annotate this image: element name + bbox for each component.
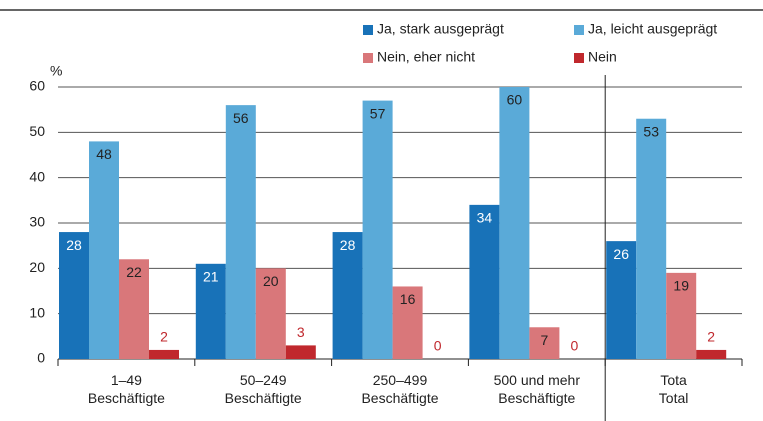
value-label: 60 bbox=[507, 92, 523, 108]
value-label: 48 bbox=[96, 146, 112, 162]
value-label: 34 bbox=[477, 210, 493, 226]
legend-label: Ja, leicht ausgeprägt bbox=[588, 21, 717, 37]
x-tick-label: 50–249 Beschäftigte bbox=[225, 372, 302, 406]
x-tick-label: Tota Total bbox=[659, 372, 689, 406]
value-label: 22 bbox=[126, 264, 142, 280]
y-tick-label: 0 bbox=[37, 350, 45, 366]
y-tick-label: 30 bbox=[29, 214, 45, 230]
y-tick-label: 60 bbox=[29, 78, 45, 94]
bar bbox=[636, 118, 667, 359]
value-label: 2 bbox=[160, 329, 168, 345]
bar bbox=[696, 349, 727, 359]
value-label: 19 bbox=[673, 278, 689, 294]
value-label: 3 bbox=[297, 324, 305, 340]
value-label: 0 bbox=[434, 338, 442, 354]
value-label: 28 bbox=[66, 237, 82, 253]
bar bbox=[469, 204, 500, 359]
x-tick-label: 500 und mehr Beschäftigte bbox=[494, 372, 581, 406]
bar bbox=[119, 259, 149, 359]
bar bbox=[149, 349, 179, 359]
bar bbox=[392, 286, 423, 359]
value-label: 16 bbox=[400, 291, 416, 307]
bar bbox=[499, 87, 530, 359]
y-tick-label: 50 bbox=[29, 123, 45, 139]
x-tick-label: 1–49 Beschäftigte bbox=[88, 372, 165, 406]
bar bbox=[255, 268, 286, 359]
value-label: 57 bbox=[370, 105, 386, 121]
x-tick-label: 250–499 Beschäftigte bbox=[361, 372, 438, 406]
y-axis-label: % bbox=[50, 63, 62, 79]
y-tick-label: 20 bbox=[29, 259, 45, 275]
bar bbox=[332, 232, 363, 359]
bar bbox=[225, 105, 256, 359]
legend-swatch bbox=[574, 25, 584, 35]
bar bbox=[666, 272, 697, 359]
value-label: 0 bbox=[571, 338, 579, 354]
bar bbox=[529, 327, 560, 359]
value-label: 26 bbox=[613, 246, 629, 262]
legend-swatch bbox=[363, 25, 373, 35]
bar bbox=[195, 263, 226, 359]
value-label: 20 bbox=[263, 273, 279, 289]
bar bbox=[285, 345, 316, 359]
value-label: 2 bbox=[707, 329, 715, 345]
y-tick-label: 10 bbox=[29, 304, 45, 320]
bar bbox=[89, 141, 119, 359]
value-label: 7 bbox=[541, 332, 549, 348]
legend-label: Ja, stark ausgeprägt bbox=[377, 21, 504, 37]
legend-label: Nein, eher nicht bbox=[377, 49, 475, 65]
bar bbox=[362, 100, 393, 359]
value-label: 56 bbox=[233, 110, 249, 126]
bar bbox=[606, 241, 637, 359]
bar bbox=[59, 232, 89, 359]
value-label: 53 bbox=[643, 123, 659, 139]
value-label: 28 bbox=[340, 237, 356, 253]
legend-swatch bbox=[574, 53, 584, 63]
value-label: 21 bbox=[203, 269, 219, 285]
y-tick-label: 40 bbox=[29, 168, 45, 184]
legend-swatch bbox=[363, 53, 373, 63]
legend-label: Nein bbox=[588, 49, 617, 65]
